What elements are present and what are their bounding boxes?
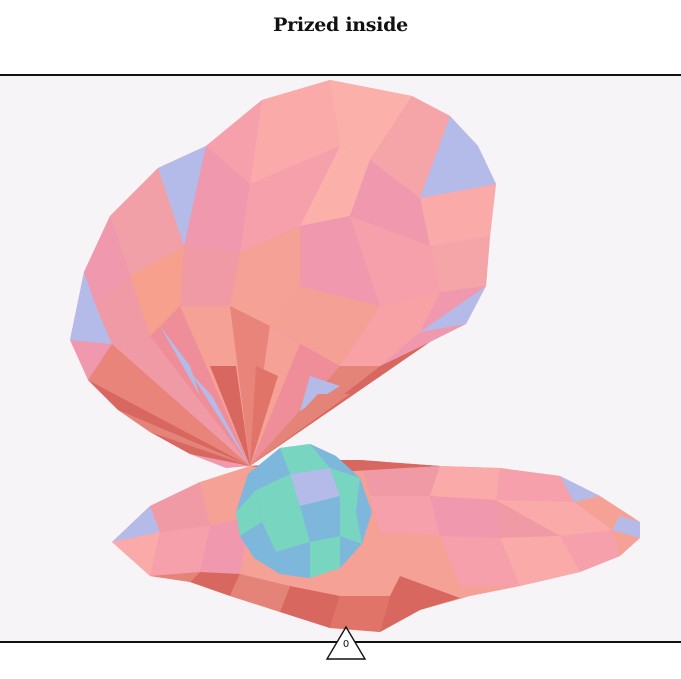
pearl[interactable] [236, 444, 372, 578]
counter-button[interactable]: 0 [325, 625, 367, 661]
oyster-upper-shell [70, 80, 496, 468]
triangle-icon [325, 625, 367, 660]
page-title: Prized inside [273, 14, 408, 36]
game-stage[interactable] [0, 76, 681, 641]
oyster-artwork[interactable] [0, 76, 681, 641]
oyster-lower-shell [112, 460, 640, 632]
counter-value: 0 [342, 639, 350, 650]
header-bar: Prized inside [0, 0, 681, 76]
